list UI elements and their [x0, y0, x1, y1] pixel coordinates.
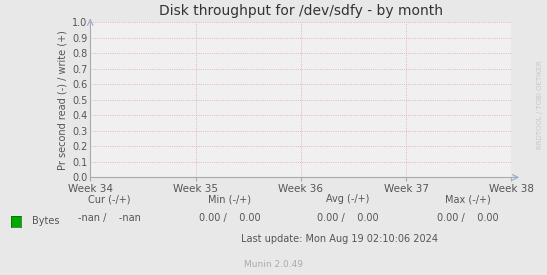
Title: Disk throughput for /dev/sdfy - by month: Disk throughput for /dev/sdfy - by month: [159, 4, 443, 18]
Text: Avg (-/+): Avg (-/+): [325, 194, 369, 204]
Text: 0.00 /    0.00: 0.00 / 0.00: [317, 213, 378, 223]
Y-axis label: Pr second read (-) / write (+): Pr second read (-) / write (+): [58, 30, 68, 170]
Text: Min (-/+): Min (-/+): [208, 194, 251, 204]
Text: 0.00 /    0.00: 0.00 / 0.00: [199, 213, 260, 223]
Text: 0.00 /    0.00: 0.00 / 0.00: [437, 213, 498, 223]
Text: Max (-/+): Max (-/+): [445, 194, 491, 204]
Text: Munin 2.0.49: Munin 2.0.49: [244, 260, 303, 269]
Text: Last update: Mon Aug 19 02:10:06 2024: Last update: Mon Aug 19 02:10:06 2024: [241, 234, 438, 244]
Text: RRDTOOL / TOBI OETIKER: RRDTOOL / TOBI OETIKER: [537, 60, 543, 149]
Text: Cur (-/+): Cur (-/+): [88, 194, 131, 204]
Text: Bytes: Bytes: [32, 216, 59, 226]
Text: -nan /    -nan: -nan / -nan: [78, 213, 141, 223]
